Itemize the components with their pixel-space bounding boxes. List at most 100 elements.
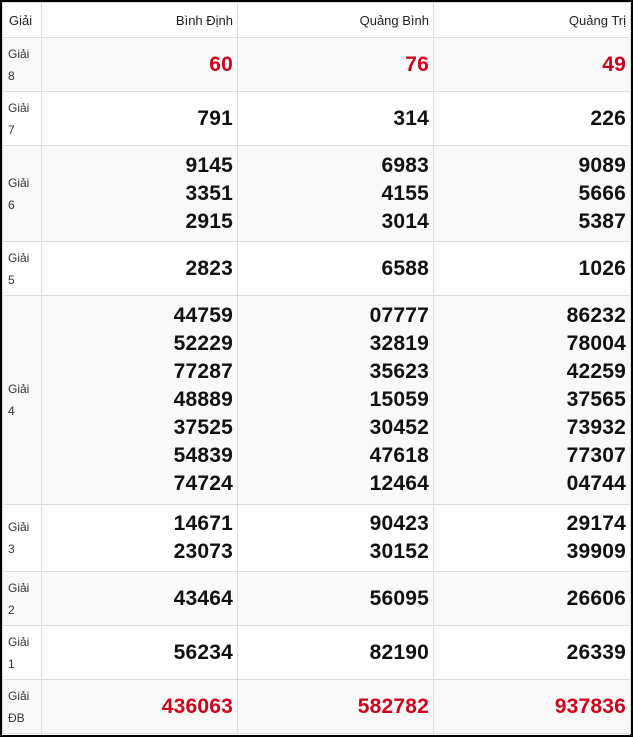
- result-number: 436063: [161, 694, 233, 718]
- result-number: 30152: [369, 540, 429, 563]
- prize-label-text: 8: [8, 68, 15, 83]
- result-number: 77287: [173, 360, 233, 383]
- prize-label: Giải 6: [2, 145, 42, 242]
- prize-label: Giải 1: [2, 625, 42, 680]
- result-number: 60: [209, 52, 233, 76]
- prize-label-text: Giải: [8, 250, 30, 265]
- prize-row: Giải 2 43464 56095 26606: [2, 571, 631, 626]
- province-header-binh-dinh: Bình Định: [41, 2, 238, 38]
- result-number: 07777: [369, 304, 429, 327]
- prize-label: Giải 2: [2, 571, 42, 626]
- result-number: 791: [197, 106, 233, 130]
- province-header-quang-binh: Quảng Bình: [237, 2, 434, 38]
- result-number: 86232: [566, 304, 626, 327]
- result-number: 77307: [566, 444, 626, 467]
- prize-label-text: Giải: [8, 382, 30, 396]
- result-number: 78004: [566, 332, 626, 355]
- result-number: 37525: [173, 416, 233, 439]
- result-cell: 29174 39909: [433, 504, 631, 572]
- result-number: 12464: [369, 472, 429, 495]
- result-number: 42259: [566, 360, 626, 383]
- prize-label: Giải ĐB: [2, 679, 42, 734]
- result-number: 30452: [369, 416, 429, 439]
- result-number: 44759: [173, 304, 233, 327]
- table-header: Giải Bình Định Quảng Bình Quảng Trị: [2, 2, 631, 38]
- prize-label-text: Giải: [8, 580, 30, 595]
- prize-row: Giải 6 9145 3351 2915 6983 4155 3014 9089 5666 538…: [2, 145, 631, 242]
- result-cell: 6588: [237, 241, 434, 296]
- result-number: 5666: [578, 181, 626, 205]
- prize-label-text: 7: [8, 122, 15, 137]
- result-number: 43464: [173, 586, 233, 610]
- prize-label-text: ĐB: [8, 710, 25, 725]
- result-cell: 86232 78004 42259 37565 73932 77307 04744: [433, 295, 631, 505]
- result-cell: 582782: [237, 679, 434, 734]
- prize-label-text: 3: [8, 542, 15, 556]
- result-number: 37565: [566, 388, 626, 411]
- prize-label-text: Giải: [8, 46, 30, 61]
- prize-row: Giải 1 56234 82190 26339: [2, 625, 631, 680]
- result-number: 52229: [173, 332, 233, 355]
- result-number: 26606: [566, 586, 626, 610]
- result-number: 54839: [173, 444, 233, 467]
- result-number: 1026: [578, 256, 626, 280]
- prize-label-text: Giải: [8, 634, 30, 649]
- result-cell: 56095: [237, 571, 434, 626]
- result-number: 226: [590, 106, 626, 130]
- result-number: 56234: [173, 640, 233, 664]
- result-number: 49: [602, 52, 626, 76]
- result-number: 48889: [173, 388, 233, 411]
- result-cell: 436063: [41, 679, 238, 734]
- result-number: 5387: [578, 209, 626, 233]
- result-cell: 791: [41, 91, 238, 146]
- result-cell: 314: [237, 91, 434, 146]
- result-cell: 14671 23073: [41, 504, 238, 572]
- prize-row: Giải 3 14671 23073 90423 30152 29174 39909: [2, 504, 631, 572]
- result-cell: 26339: [433, 625, 631, 680]
- result-number: 2915: [185, 209, 233, 233]
- result-cell: 60: [41, 37, 238, 92]
- result-number: 6588: [381, 256, 429, 280]
- result-cell: 937836: [433, 679, 631, 734]
- result-number: 90423: [369, 512, 429, 535]
- result-number: 26339: [566, 640, 626, 664]
- result-cell: 226: [433, 91, 631, 146]
- result-cell: 49: [433, 37, 631, 92]
- result-number: 29174: [566, 512, 626, 535]
- prize-label: Giải 7: [2, 91, 42, 146]
- result-number: 2823: [185, 256, 233, 280]
- result-cell: 1026: [433, 241, 631, 296]
- prize-label-text: 2: [8, 602, 15, 617]
- result-number: 32819: [369, 332, 429, 355]
- prize-row: Giải 4 44759 52229 77287 48889 37525 54839 74724…: [2, 295, 631, 505]
- prize-label-text: 1: [8, 656, 15, 671]
- result-number: 4155: [381, 181, 429, 205]
- result-number: 35623: [369, 360, 429, 383]
- result-number: 47618: [369, 444, 429, 467]
- prize-row: Giải ĐB 436063 582782 937836: [2, 679, 631, 734]
- province-header-quang-tri: Quảng Trị: [433, 2, 631, 38]
- result-number: 73932: [566, 416, 626, 439]
- prize-label-text: 6: [8, 197, 15, 212]
- result-cell: 56234: [41, 625, 238, 680]
- prize-label: Giải 5: [2, 241, 42, 296]
- prize-label-text: Giải: [8, 688, 30, 703]
- result-number: 15059: [369, 388, 429, 411]
- result-number: 04744: [566, 472, 626, 495]
- result-number: 56095: [369, 586, 429, 610]
- result-cell: 6983 4155 3014: [237, 145, 434, 242]
- prize-row: Giải 8 60 76 49: [2, 37, 631, 92]
- prize-label-text: Giải: [8, 520, 30, 534]
- prize-row: Giải 5 2823 6588 1026: [2, 241, 631, 296]
- result-number: 9145: [185, 153, 233, 177]
- result-number: 314: [393, 106, 429, 130]
- result-number: 9089: [578, 153, 626, 177]
- prize-label-text: 4: [8, 404, 15, 418]
- result-cell: 9089 5666 5387: [433, 145, 631, 242]
- result-number: 39909: [566, 540, 626, 563]
- result-number: 14671: [173, 512, 233, 535]
- result-number: 582782: [357, 694, 429, 718]
- prize-row: Giải 7 791 314 226: [2, 91, 631, 146]
- result-cell: 82190: [237, 625, 434, 680]
